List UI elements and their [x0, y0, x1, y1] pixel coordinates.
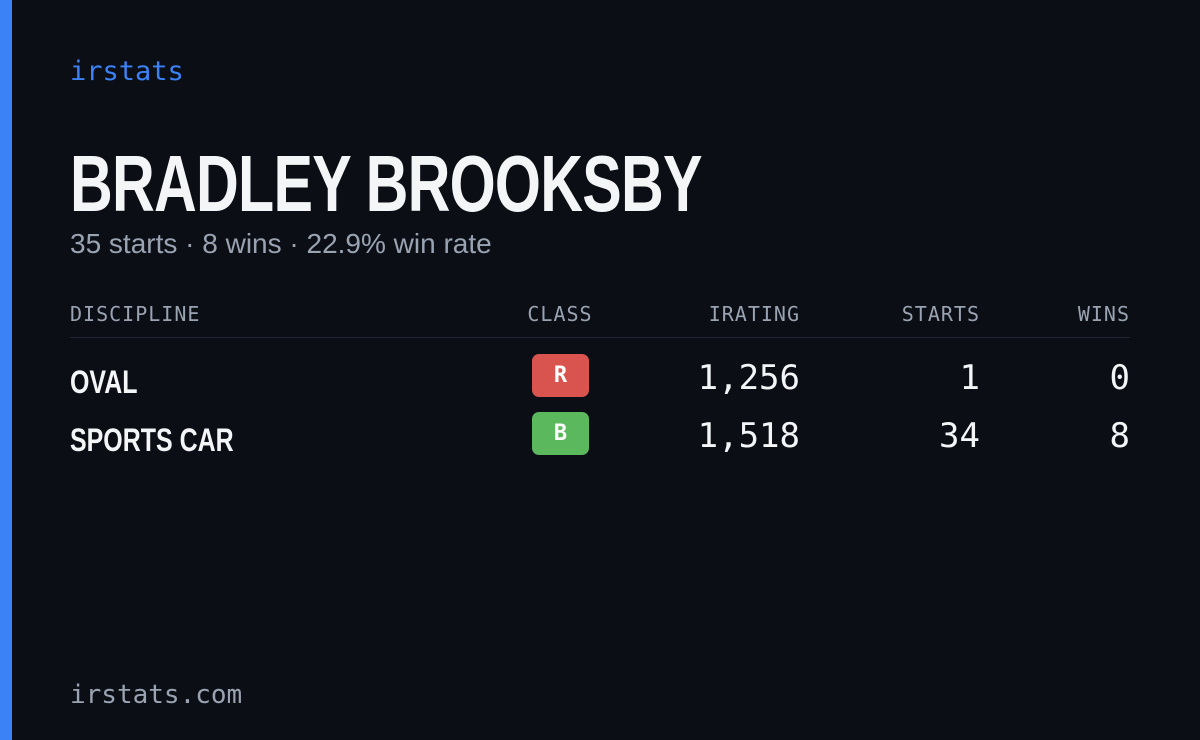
starts: 1 [959, 358, 980, 398]
column-header: WINS [1077, 302, 1130, 326]
wins: 0 [1109, 358, 1130, 398]
wins: 8 [1109, 416, 1130, 456]
column-header: CLASS [527, 302, 593, 326]
title: BRADLEY BROOKSBY [70, 139, 703, 228]
irating: 1,256 [697, 358, 800, 398]
starts: 34 [939, 416, 980, 456]
class-badge: B [532, 412, 589, 455]
subtitle: 35 starts · 8 wins · 22.9% win rate [70, 228, 492, 259]
discipline: OVAL [70, 364, 138, 400]
brand: irstats [70, 56, 184, 87]
discipline: SPORTS CAR [70, 422, 234, 458]
class-badge: R [532, 354, 589, 397]
footer: irstats.com [70, 680, 243, 710]
column-header: DISCIPLINE [70, 302, 201, 326]
column-header: STARTS [901, 302, 980, 326]
column-header: IRATING [708, 302, 800, 326]
header-rule [70, 337, 1130, 338]
accent-bar [0, 0, 12, 740]
irating: 1,518 [697, 416, 800, 456]
